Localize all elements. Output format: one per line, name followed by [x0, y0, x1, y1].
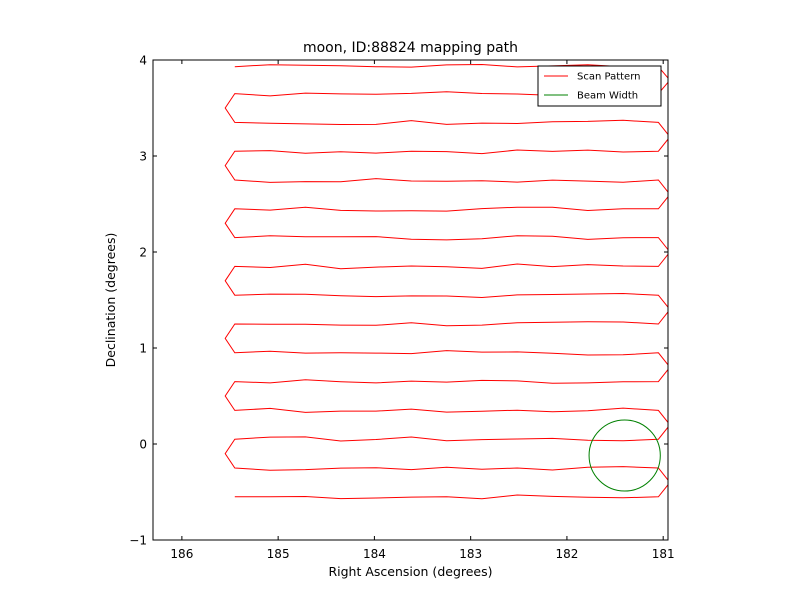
y-axis-label: Declination (degrees)	[103, 233, 118, 368]
legend-box	[537, 65, 662, 107]
y-tick-label: 4	[139, 54, 147, 68]
legend: Scan Pattern Beam Width	[537, 65, 662, 107]
y-tick-label: 3	[139, 150, 147, 164]
y-tick-label: 1	[139, 342, 147, 356]
x-tick-label: 184	[363, 547, 386, 561]
plot-area	[224, 63, 668, 500]
legend-label-scan-pattern: Scan Pattern	[577, 72, 640, 83]
x-tick-label: 186	[170, 547, 193, 561]
y-tick-label: −1	[129, 534, 147, 548]
x-tick-label: 183	[459, 547, 482, 561]
x-tick-label: 181	[652, 547, 675, 561]
ticks: 186 185 184 183 182 181 −1 0 1 2 3 4	[129, 54, 674, 562]
axes-frame	[152, 59, 669, 541]
y-tick-label: 0	[139, 438, 147, 452]
x-axis-label: Right Ascension (degrees)	[328, 564, 492, 579]
x-tick-label: 185	[267, 547, 290, 561]
chart-title: moon, ID:88824 mapping path	[303, 40, 518, 56]
legend-label-beam-width: Beam Width	[577, 91, 638, 102]
scan-pattern-line	[224, 63, 668, 500]
x-tick-label: 182	[555, 547, 578, 561]
beam-width-circle	[588, 419, 661, 492]
y-tick-label: 2	[139, 246, 147, 260]
